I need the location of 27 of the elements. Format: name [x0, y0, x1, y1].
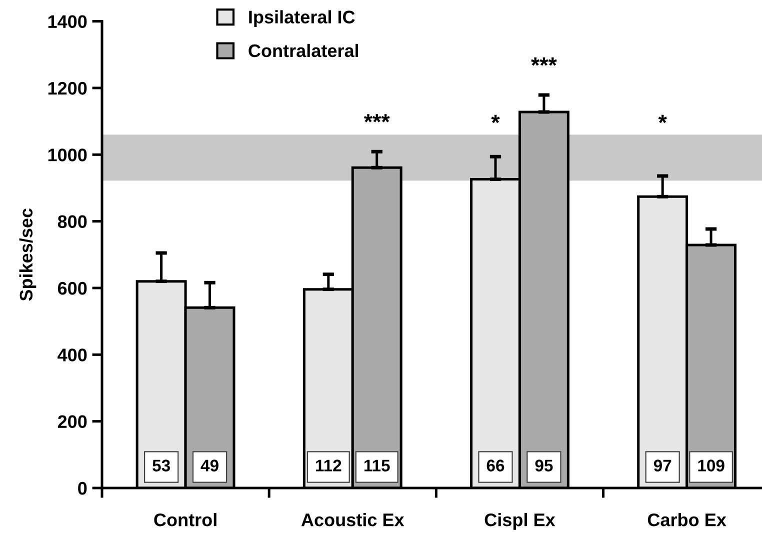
x-tick-label: Control [154, 513, 216, 526]
y-tick-label: 200 [58, 415, 87, 428]
annotation: 97 [654, 460, 672, 472]
x-tick-label: Acoustic Ex [301, 513, 404, 526]
annotation: * [491, 114, 500, 124]
annotation: 112 [316, 460, 342, 472]
annotation: 115 [364, 460, 390, 472]
y-tick-label: 600 [58, 282, 87, 295]
annotation: 95 [535, 460, 553, 472]
y-axis-title: Spikes/sec [19, 208, 36, 301]
annotation: *** [364, 114, 390, 122]
annotation: 109 [698, 460, 724, 472]
y-tick-label: 1200 [48, 82, 87, 95]
annotation: *** [531, 57, 557, 66]
y-tick-label: 1400 [48, 15, 87, 28]
y-tick-label: 400 [58, 348, 87, 362]
legend-label: Ipsilateral IC [249, 10, 355, 28]
x-tick-label: Cispl Ex [484, 513, 556, 530]
x-tick-label: Carbo Ex [648, 513, 726, 526]
y-tick-label: 1000 [48, 148, 87, 162]
legend-label: Contralateral [248, 44, 358, 58]
annotation: 66 [486, 460, 504, 472]
y-tick-label: 800 [58, 215, 87, 228]
annotation: 53 [152, 460, 170, 472]
y-tick-label: 0 [78, 482, 87, 495]
annotation: * [658, 114, 667, 124]
annotation: 49 [200, 460, 218, 472]
